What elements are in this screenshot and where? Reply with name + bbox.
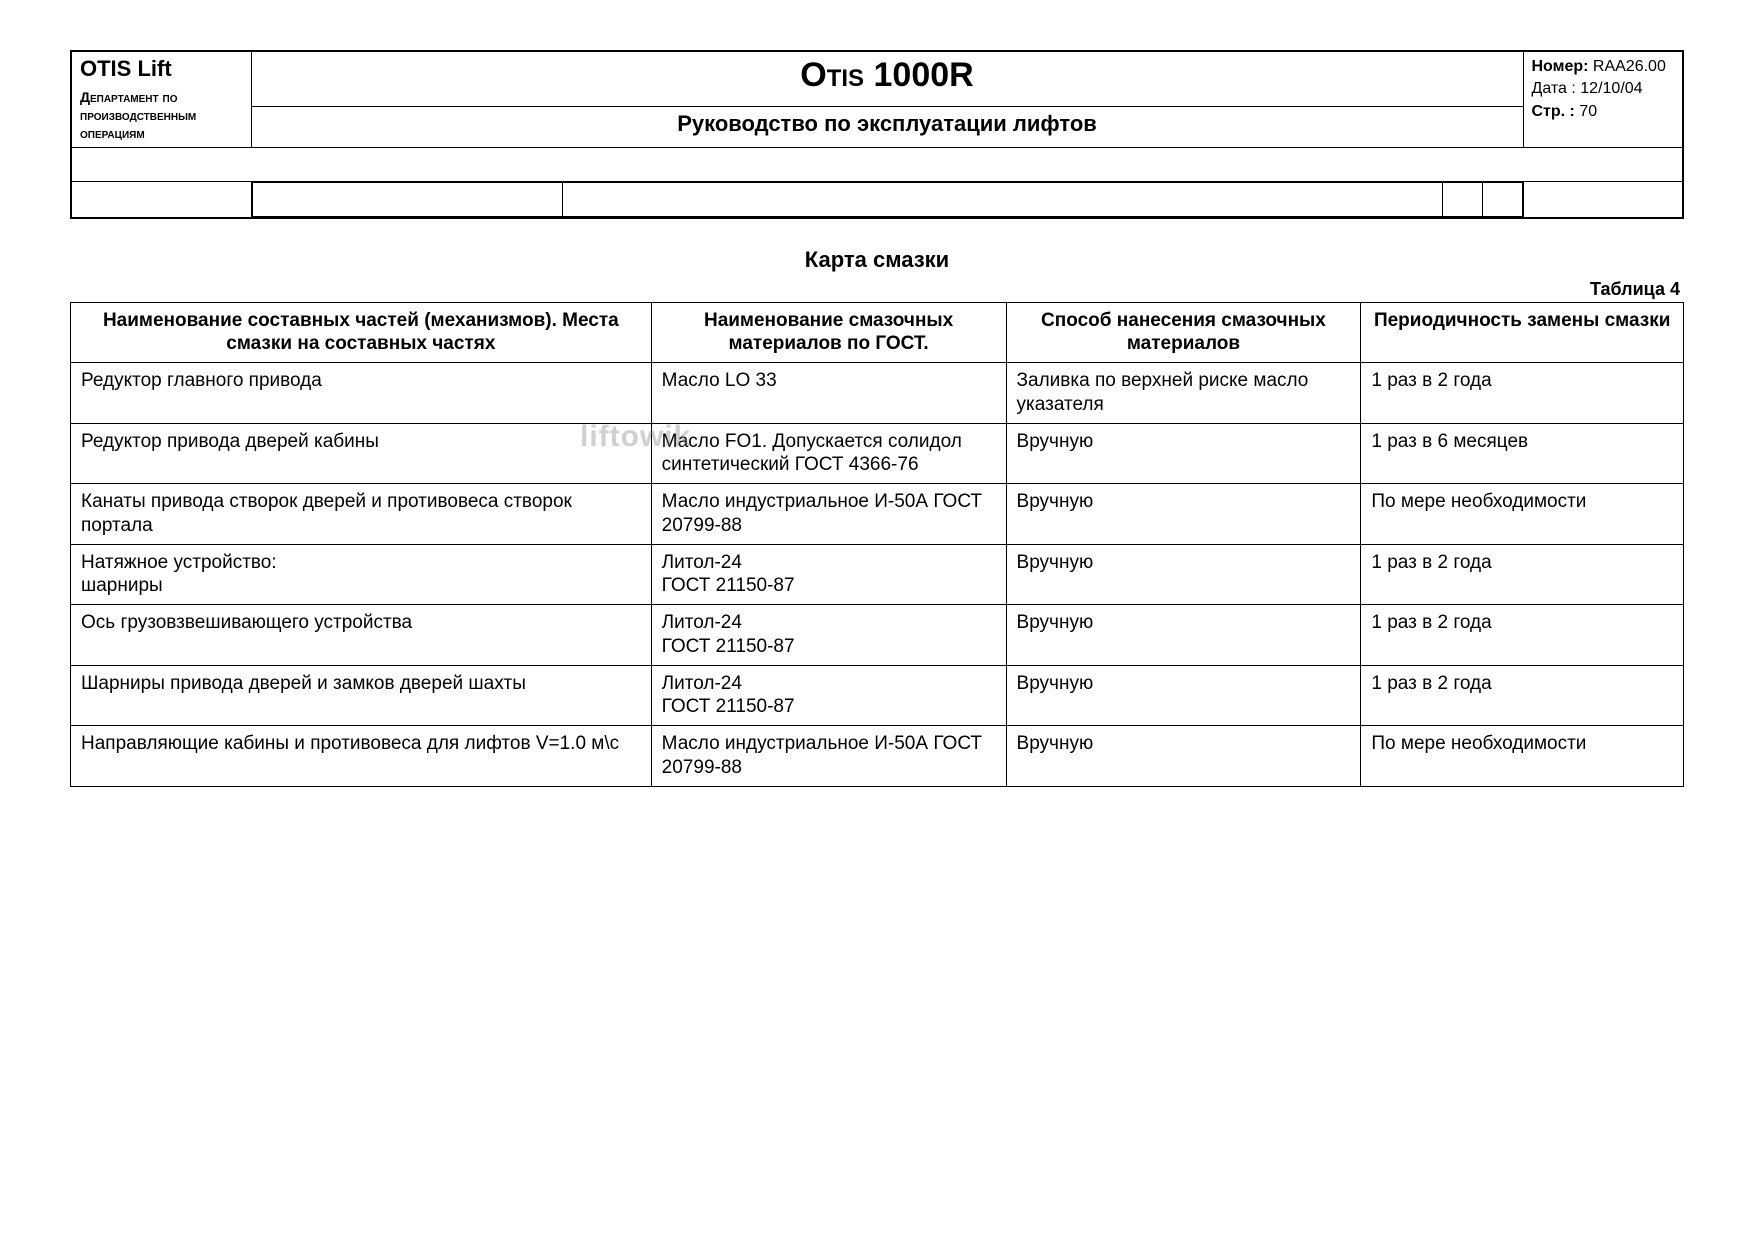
table-row: Ось грузовзвешивающего устройстваЛитол-2… — [71, 605, 1684, 666]
table-cell: Направляющие кабины и противовеса для ли… — [71, 726, 652, 787]
col-header-1: Наименование составных частей (механизмо… — [71, 302, 652, 363]
doc-date: Дата : 12/10/04 — [1532, 78, 1675, 100]
table-label: Таблица 4 — [70, 279, 1680, 300]
table-cell: Канаты привода створок дверей и противов… — [71, 484, 652, 545]
table-cell: Натяжное устройство: шарниры — [71, 544, 652, 605]
header-empty-c1 — [71, 181, 251, 218]
col-header-3: Способ нанесения смазочных материалов — [1006, 302, 1361, 363]
header-empty-c2b — [562, 182, 1442, 216]
col-header-2: Наименование смазочных материалов по ГОС… — [651, 302, 1006, 363]
table-cell: 1 раз в 6 месяцев — [1361, 423, 1684, 484]
table-cell: Вручную — [1006, 423, 1361, 484]
table-cell: Литол-24 ГОСТ 21150-87 — [651, 665, 1006, 726]
manual-title: Руководство по эксплуатации лифтов — [251, 107, 1523, 147]
table-cell: Литол-24 ГОСТ 21150-87 — [651, 605, 1006, 666]
lubrication-table: Наименование составных частей (механизмо… — [70, 302, 1684, 787]
table-row: Редуктор главного приводаМасло LO 33Зали… — [71, 363, 1684, 424]
table-cell: Масло LO 33 — [651, 363, 1006, 424]
header-empty-c3 — [1523, 181, 1683, 218]
model-prefix: Otis — [800, 56, 864, 94]
header-empty-cell — [71, 147, 1683, 181]
header-empty-c2d — [1482, 182, 1522, 216]
doc-number-value: RAA26.00 — [1593, 58, 1666, 75]
table-cell: 1 раз в 2 года — [1361, 665, 1684, 726]
header-empty-c2c — [1442, 182, 1482, 216]
doc-page-value: 70 — [1579, 103, 1597, 120]
table-body: Редуктор главного приводаМасло LO 33Зали… — [71, 363, 1684, 787]
header-left-cell: OTIS Lift Департамент по производственны… — [71, 51, 251, 147]
section-title: Карта смазки — [70, 247, 1684, 273]
doc-number-label: Номер: — [1532, 58, 1589, 75]
table-cell: По мере необходимости — [1361, 726, 1684, 787]
doc-date-value: 12/10/04 — [1580, 80, 1642, 97]
department-name: Департамент по производственным операция… — [80, 88, 243, 143]
table-cell: 1 раз в 2 года — [1361, 544, 1684, 605]
header-empty-row-1 — [71, 147, 1683, 181]
table-cell: 1 раз в 2 года — [1361, 605, 1684, 666]
table-cell: Масло FO1. Допускается солидол синтетиче… — [651, 423, 1006, 484]
table-row: Канаты привода створок дверей и противов… — [71, 484, 1684, 545]
table-cell: Вручную — [1006, 484, 1361, 545]
table-cell: Вручную — [1006, 544, 1361, 605]
table-cell: Редуктор привода дверей кабины — [71, 423, 652, 484]
table-cell: Вручную — [1006, 726, 1361, 787]
header-block: OTIS Lift Департамент по производственны… — [70, 50, 1684, 219]
col-header-4: Периодичность замены смазки — [1361, 302, 1684, 363]
table-cell: Ось грузовзвешивающего устройства — [71, 605, 652, 666]
table-cell: По мере необходимости — [1361, 484, 1684, 545]
table-cell: Заливка по верхней риске масло указателя — [1006, 363, 1361, 424]
table-row: Натяжное устройство: шарнирыЛитол-24 ГОС… — [71, 544, 1684, 605]
table-row: Шарниры привода дверей и замков дверей ш… — [71, 665, 1684, 726]
table-cell: 1 раз в 2 года — [1361, 363, 1684, 424]
company-name: OTIS Lift — [80, 56, 243, 82]
table-cell: Литол-24 ГОСТ 21150-87 — [651, 544, 1006, 605]
table-cell: Масло индустриальное И-50А ГОСТ 20799-88 — [651, 726, 1006, 787]
table-row: Редуктор привода дверей кабиныМасло FO1.… — [71, 423, 1684, 484]
doc-date-label: Дата : — [1532, 80, 1576, 97]
table-row: Направляющие кабины и противовеса для ли… — [71, 726, 1684, 787]
table-cell: Вручную — [1006, 665, 1361, 726]
doc-page-label: Стр. : — [1532, 103, 1575, 120]
table-cell: Шарниры привода дверей и замков дверей ш… — [71, 665, 652, 726]
table-cell: Редуктор главного привода — [71, 363, 652, 424]
page: OTIS Lift Департамент по производственны… — [70, 50, 1684, 787]
header-meta-cell: Номер: RAA26.00 Дата : 12/10/04 Стр. : 7… — [1523, 51, 1683, 147]
doc-page: Стр. : 70 — [1532, 101, 1675, 123]
model-title-cell: Otis 1000R — [251, 51, 1523, 107]
table-cell: Масло индустриальное И-50А ГОСТ 20799-88 — [651, 484, 1006, 545]
table-header-row: Наименование составных частей (механизмо… — [71, 302, 1684, 363]
header-empty-c2 — [251, 181, 1523, 218]
header-inner-split — [252, 182, 1523, 217]
header-empty-c2a — [252, 182, 562, 216]
doc-number: Номер: RAA26.00 — [1532, 56, 1675, 78]
model-number: 1000R — [874, 56, 974, 94]
header-empty-row-2 — [71, 181, 1683, 218]
table-cell: Вручную — [1006, 605, 1361, 666]
